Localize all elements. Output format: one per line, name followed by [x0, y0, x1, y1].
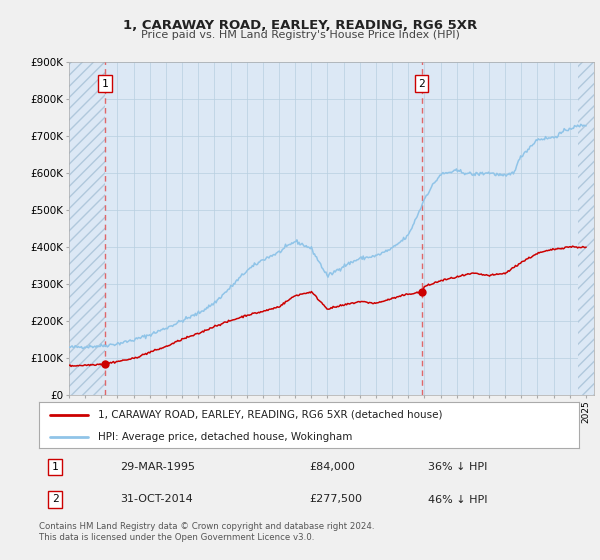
Text: Price paid vs. HM Land Registry's House Price Index (HPI): Price paid vs. HM Land Registry's House …: [140, 30, 460, 40]
Bar: [69, 62, 105, 395]
Text: 1: 1: [102, 79, 109, 89]
Text: 46% ↓ HPI: 46% ↓ HPI: [428, 494, 487, 505]
Text: 2: 2: [418, 79, 425, 89]
Bar: [578, 62, 594, 395]
Text: 1, CARAWAY ROAD, EARLEY, READING, RG6 5XR (detached house): 1, CARAWAY ROAD, EARLEY, READING, RG6 5X…: [98, 410, 443, 420]
Text: 1: 1: [52, 462, 59, 472]
Text: £84,000: £84,000: [309, 462, 355, 472]
Text: 31-OCT-2014: 31-OCT-2014: [120, 494, 193, 505]
Text: This data is licensed under the Open Government Licence v3.0.: This data is licensed under the Open Gov…: [39, 533, 314, 542]
Text: £277,500: £277,500: [309, 494, 362, 505]
Text: 1, CARAWAY ROAD, EARLEY, READING, RG6 5XR: 1, CARAWAY ROAD, EARLEY, READING, RG6 5X…: [123, 19, 477, 32]
Text: HPI: Average price, detached house, Wokingham: HPI: Average price, detached house, Woki…: [98, 432, 353, 441]
Text: Contains HM Land Registry data © Crown copyright and database right 2024.: Contains HM Land Registry data © Crown c…: [39, 522, 374, 531]
Text: 36% ↓ HPI: 36% ↓ HPI: [428, 462, 487, 472]
Text: 29-MAR-1995: 29-MAR-1995: [120, 462, 195, 472]
Text: 2: 2: [52, 494, 59, 505]
